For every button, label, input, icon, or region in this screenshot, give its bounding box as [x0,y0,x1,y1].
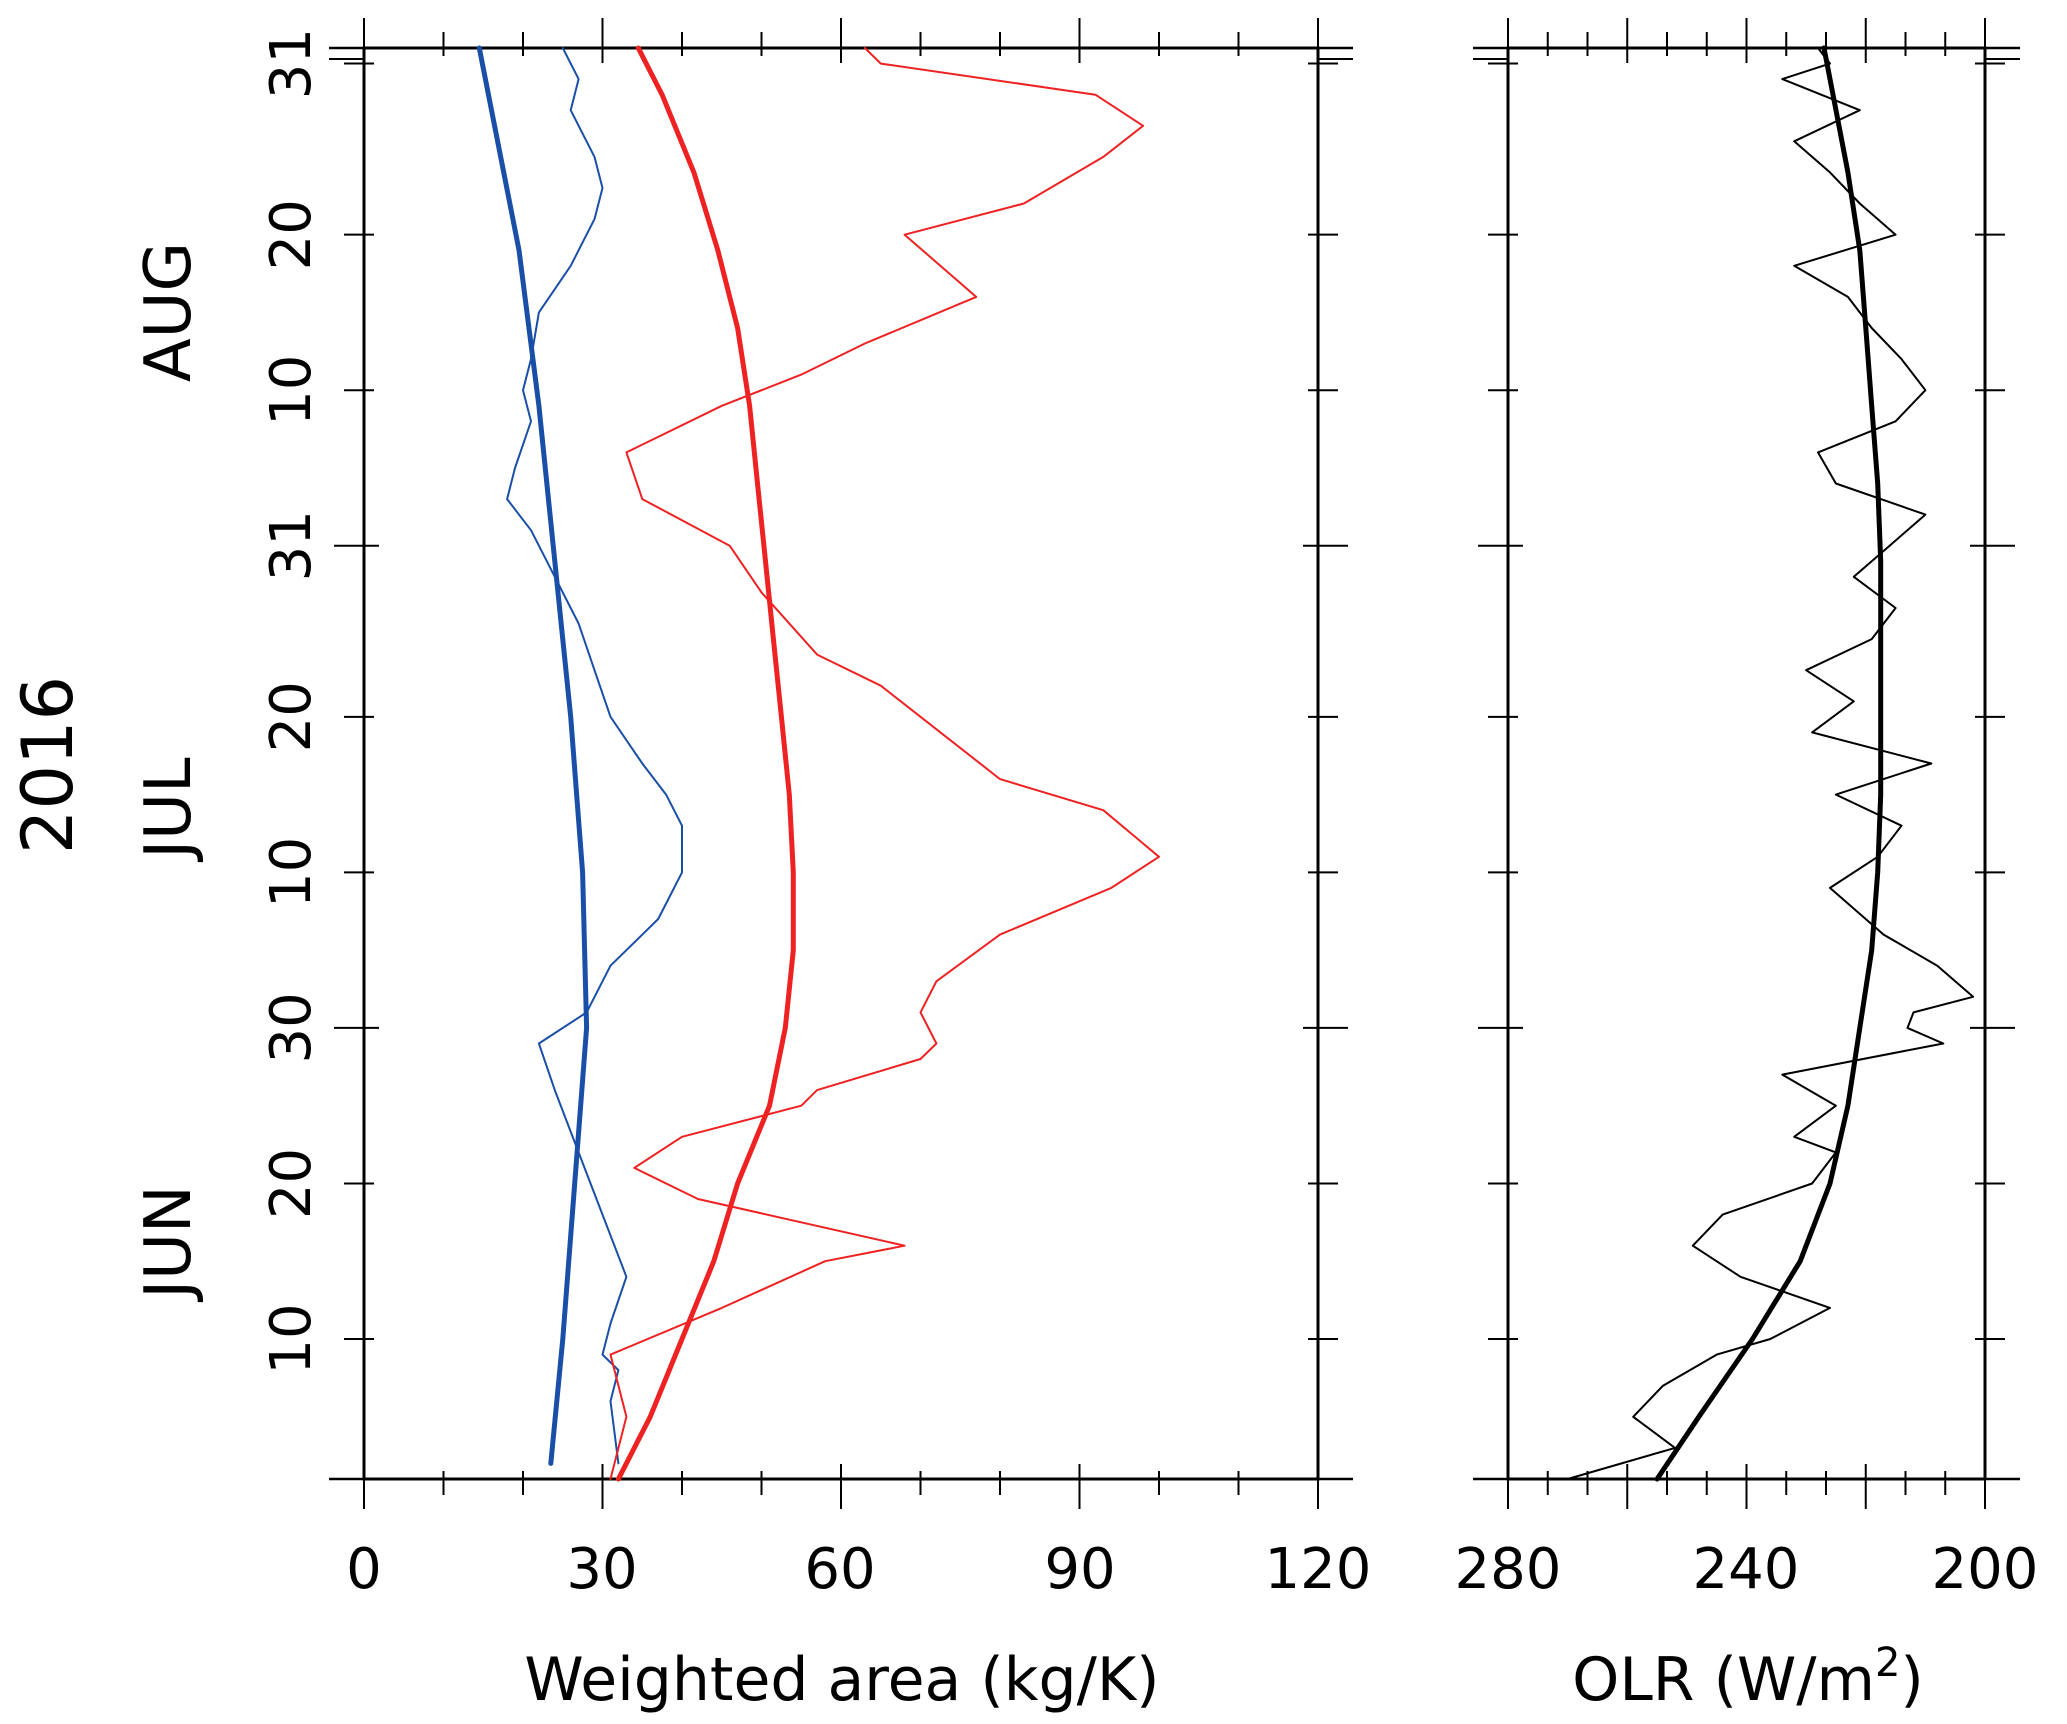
plot-frame [362,46,1320,1481]
day-tick-label: 10 [259,837,324,908]
month-label-jun: JUN [132,1185,206,1303]
month-label-jul: JUL [132,757,206,863]
x-tick-label: 120 [1265,1537,1372,1602]
series-line-blue-thin [506,47,683,1465]
day-tick-label: 20 [259,199,324,270]
x-tick-label: 90 [1044,1537,1115,1602]
year-label: 2016 [7,676,89,854]
time-axis-labels: 2016 JUN JUL AUG 10 20 30 10 20 31 10 20 31 [7,28,324,1375]
day-tick-label: 10 [259,1303,324,1374]
right-x-axis-title-main: OLR (W/m [1572,1645,1875,1715]
right-x-axis-title-sup: 2 [1875,1640,1900,1686]
day-tick-label: 20 [259,1148,324,1219]
day-tick-label: 31 [259,28,324,99]
x-tick-label: 0 [346,1537,382,1602]
x-tick-label: 60 [804,1537,875,1602]
weighted-area-panel: 0 30 60 90 120 [329,18,1371,1602]
day-tick-label: 20 [259,681,324,752]
day-tick-label: 30 [259,992,324,1063]
x-tick-label: 240 [1693,1537,1800,1602]
series-line-red-thin [609,47,1160,1480]
x-tick-label: 30 [566,1537,637,1602]
x-tick-label: 200 [1932,1537,2039,1602]
x-tick-label: 280 [1455,1537,1562,1602]
right-x-axis-title: OLR (W/m2) [1572,1640,1924,1715]
series-line-blue-thick [476,45,590,1466]
month-label-aug: AUG [132,242,206,382]
plot-frame [1506,46,1987,1481]
olr-panel: 280 240 200 [1455,18,2039,1602]
day-tick-label: 10 [259,355,324,426]
series-line-black-thick [1654,45,1884,1482]
series-line-red-thick [615,45,796,1482]
series-line-black-thin [1566,47,1975,1480]
right-x-axis-title-end: ) [1900,1645,1923,1715]
left-x-axis-title: Weighted area (kg/K) [524,1645,1159,1715]
day-tick-label: 31 [259,510,324,581]
